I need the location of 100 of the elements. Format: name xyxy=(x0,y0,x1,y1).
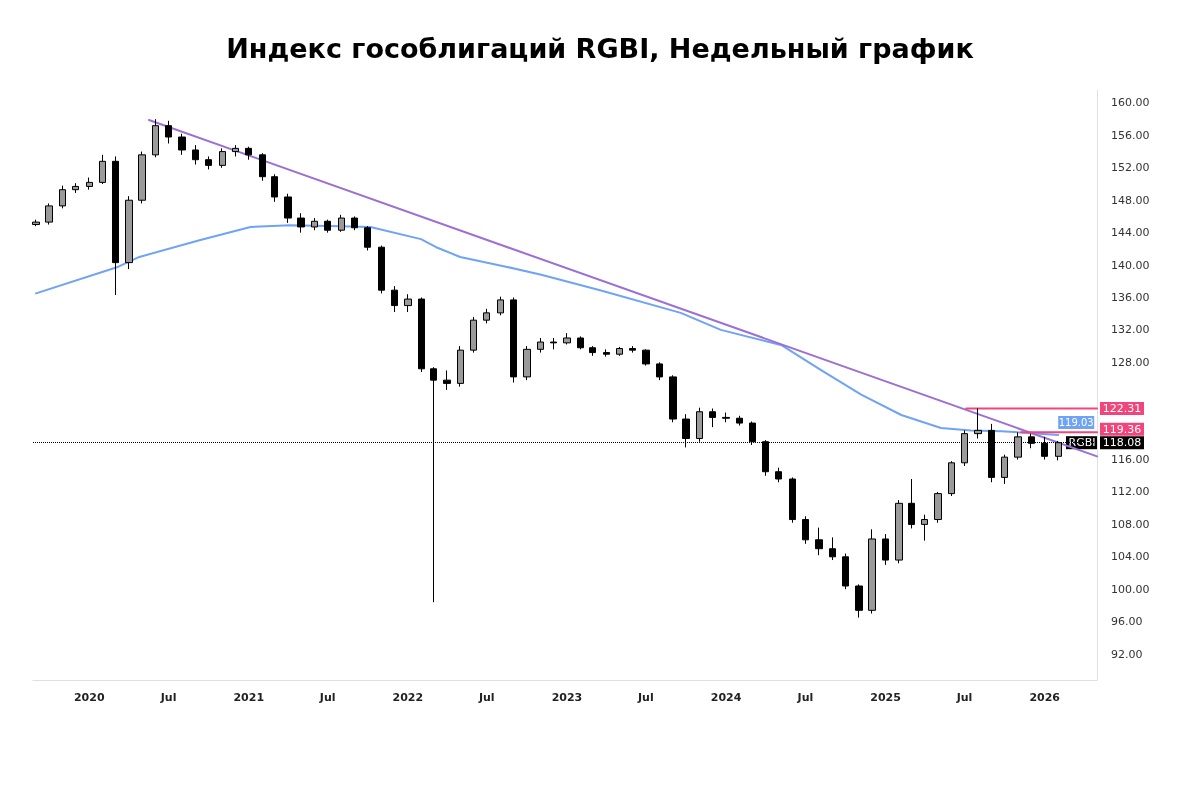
candlestick xyxy=(351,215,358,231)
candlestick xyxy=(603,348,610,358)
candlestick xyxy=(895,499,903,564)
candlestick xyxy=(563,332,571,345)
chart-title: Индекс гособлигаций RGBI, Недельный график xyxy=(226,33,974,64)
candlestick xyxy=(523,345,531,381)
candlestick xyxy=(72,182,79,194)
candlestick xyxy=(324,219,331,234)
candlestick xyxy=(868,528,876,615)
candlestick xyxy=(921,514,928,542)
x-tick-label: 2021 xyxy=(233,691,265,704)
candlestick xyxy=(232,144,239,157)
y-tick-label: 144.00 xyxy=(1111,226,1150,240)
candlestick xyxy=(802,515,809,545)
y-tick-label: 140.00 xyxy=(1111,258,1150,272)
candlestick xyxy=(338,214,345,233)
line-series xyxy=(35,224,1060,436)
x-tick-label: 2024 xyxy=(710,691,742,704)
candlestick xyxy=(364,225,371,251)
candlestick xyxy=(99,154,106,185)
candlestick xyxy=(775,467,782,483)
candlestick xyxy=(656,361,663,381)
candlestick xyxy=(537,337,544,354)
candlestick xyxy=(205,155,212,170)
x-tick-label: Jul xyxy=(955,691,973,704)
candlestick xyxy=(842,553,849,590)
y-tick-label: 116.00 xyxy=(1111,453,1150,467)
candlestick xyxy=(882,533,889,566)
candlestick xyxy=(629,345,636,354)
candlestick xyxy=(271,173,278,203)
x-tick-label: Jul xyxy=(796,691,814,704)
candlestick xyxy=(470,316,477,354)
y-tick-label: 132.00 xyxy=(1111,323,1150,337)
candlestick xyxy=(642,348,650,367)
candlestick xyxy=(577,335,584,350)
data-label: 119.03 xyxy=(1058,417,1094,428)
y-tick-label: 112.00 xyxy=(1111,485,1150,499)
y-tick-label: 96.00 xyxy=(1111,615,1143,629)
candlestick xyxy=(457,345,464,388)
x-tick-label: Jul xyxy=(318,691,336,704)
candlestick xyxy=(404,293,412,313)
x-tick-label: 2023 xyxy=(551,691,583,704)
candlestick xyxy=(59,185,66,209)
candlestick xyxy=(152,118,159,158)
x-tick-label: 2020 xyxy=(73,691,105,704)
candlestick xyxy=(178,133,186,156)
candlestick xyxy=(589,345,596,357)
candlestick xyxy=(284,193,292,224)
ref-line-label: 118.08 xyxy=(1102,436,1142,450)
x-tick-label: Jul xyxy=(637,691,654,704)
candlestick xyxy=(138,151,146,204)
x-tick-label: 2026 xyxy=(1029,691,1061,704)
y-tick-label: 148.00 xyxy=(1111,193,1150,207)
candlestick xyxy=(815,527,823,556)
candlestick xyxy=(378,245,385,294)
candlestick xyxy=(669,374,677,423)
candlestick xyxy=(1001,454,1008,485)
candlestick xyxy=(736,415,743,427)
data-label: 119.36 xyxy=(1102,422,1142,436)
candlestick xyxy=(510,296,517,384)
candlestick xyxy=(709,408,716,428)
candlestick xyxy=(443,369,451,391)
y-tick-label: 136.00 xyxy=(1111,290,1150,304)
data-label: 122.31 xyxy=(1102,401,1142,415)
y-tick-label: 152.00 xyxy=(1111,161,1150,175)
candlestick xyxy=(192,144,199,166)
candlestick xyxy=(550,337,557,350)
candlestick xyxy=(789,476,796,524)
candlestick xyxy=(948,460,955,497)
x-tick-label: 2022 xyxy=(392,691,424,704)
candlestick xyxy=(245,146,252,161)
candlestick xyxy=(616,346,623,357)
x-tick-label: 2025 xyxy=(870,691,901,704)
y-tick-label: 92.00 xyxy=(1111,647,1143,661)
candlestick xyxy=(125,195,133,270)
y-tick-label: 156.00 xyxy=(1111,128,1150,142)
candlestick xyxy=(297,212,305,234)
candlestick xyxy=(829,536,836,561)
candlestick xyxy=(165,120,172,144)
candlestick xyxy=(934,491,942,524)
candlestick xyxy=(391,285,398,313)
candlestick xyxy=(112,155,119,296)
candlestick xyxy=(311,217,318,231)
y-tick-label: 160.00 xyxy=(1111,96,1150,110)
candlestick xyxy=(974,407,982,439)
candlestick xyxy=(483,308,490,324)
candlestick xyxy=(45,202,53,226)
y-tick-label: 100.00 xyxy=(1111,582,1150,596)
candlestick xyxy=(259,152,266,182)
candlestick xyxy=(219,147,226,169)
x-tick-label: Jul xyxy=(159,691,177,704)
candlestick xyxy=(855,583,863,619)
candlestick xyxy=(722,412,730,423)
candlestick xyxy=(32,219,40,227)
candlestick xyxy=(497,296,504,316)
candlestick xyxy=(908,478,915,529)
candlestick xyxy=(86,177,93,191)
y-tick-label: 128.00 xyxy=(1111,355,1150,369)
y-tick-label: 108.00 xyxy=(1111,517,1150,531)
candlestick xyxy=(418,296,425,373)
